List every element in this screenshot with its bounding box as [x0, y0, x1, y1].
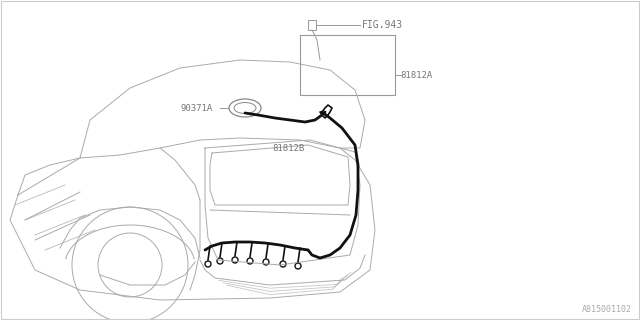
Text: 90371A: 90371A	[180, 103, 212, 113]
Text: 81812B: 81812B	[272, 143, 304, 153]
Bar	[300, 35, 395, 95]
Text: FIG.943: FIG.943	[362, 20, 403, 30]
Text: A815001102: A815001102	[582, 305, 632, 314]
Text: 81812A: 81812A	[400, 70, 432, 79]
